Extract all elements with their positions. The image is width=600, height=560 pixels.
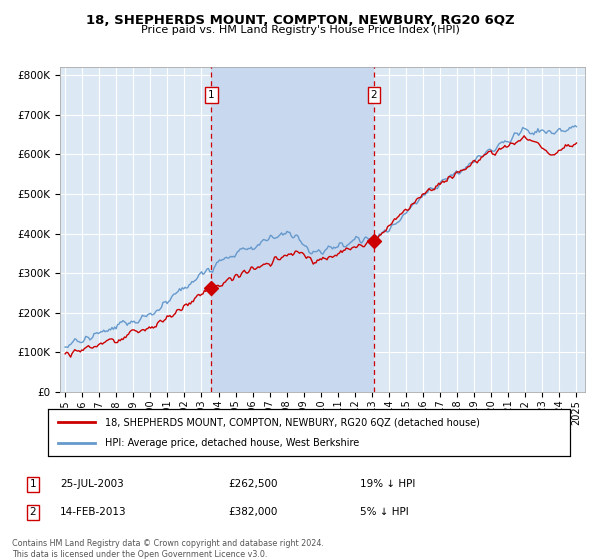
Text: HPI: Average price, detached house, West Berkshire: HPI: Average price, detached house, West… xyxy=(106,438,359,448)
Text: 1: 1 xyxy=(29,479,37,489)
Text: 2: 2 xyxy=(371,90,377,100)
Text: Price paid vs. HM Land Registry's House Price Index (HPI): Price paid vs. HM Land Registry's House … xyxy=(140,25,460,35)
Text: 1: 1 xyxy=(208,90,215,100)
Text: 18, SHEPHERDS MOUNT, COMPTON, NEWBURY, RG20 6QZ: 18, SHEPHERDS MOUNT, COMPTON, NEWBURY, R… xyxy=(86,14,514,27)
Text: 14-FEB-2013: 14-FEB-2013 xyxy=(60,507,127,517)
Bar xyxy=(211,67,374,392)
Text: 19% ↓ HPI: 19% ↓ HPI xyxy=(360,479,415,489)
Text: 18, SHEPHERDS MOUNT, COMPTON, NEWBURY, RG20 6QZ (detached house): 18, SHEPHERDS MOUNT, COMPTON, NEWBURY, R… xyxy=(106,417,480,427)
Text: 5% ↓ HPI: 5% ↓ HPI xyxy=(360,507,409,517)
Text: 2: 2 xyxy=(29,507,37,517)
Text: £262,500: £262,500 xyxy=(228,479,277,489)
Text: 25-JUL-2003: 25-JUL-2003 xyxy=(60,479,124,489)
Text: Contains HM Land Registry data © Crown copyright and database right 2024.
This d: Contains HM Land Registry data © Crown c… xyxy=(12,539,324,559)
Text: £382,000: £382,000 xyxy=(228,507,277,517)
